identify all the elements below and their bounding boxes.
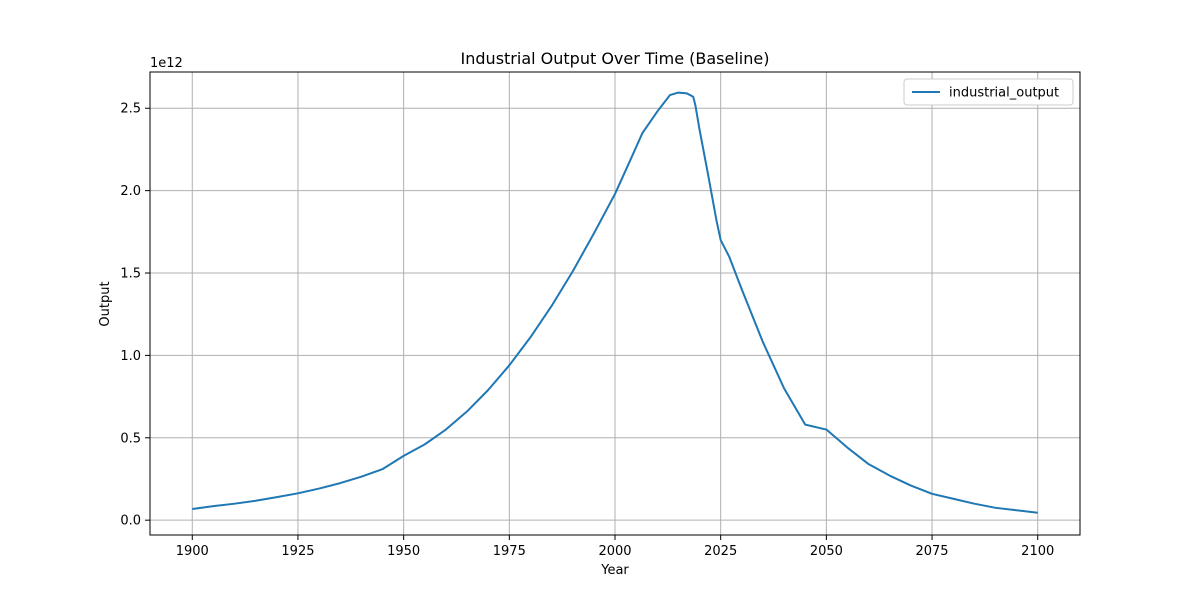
x-axis: 1900 1925 1950 1975 2000 2025 2050 2075 2100 [176, 535, 1054, 559]
x-tick-label: 1975 [493, 544, 526, 559]
x-axis-label: Year [600, 563, 629, 578]
y-tick-label: 0.5 [120, 431, 141, 446]
y-tick-label: 1.5 [120, 267, 141, 282]
series-line-industrial-output [192, 91, 1038, 514]
x-tick-label: 2075 [915, 544, 948, 559]
x-tick-label: 1900 [176, 544, 209, 559]
legend-box [903, 78, 1074, 106]
grid-lines [150, 72, 1080, 535]
legend-label-industrial-output: industrial_output [949, 86, 1059, 101]
x-tick-label: 1950 [387, 544, 420, 559]
y-offset-label: 1e12 [150, 56, 183, 71]
chart-title: Industrial Output Over Time (Baseline) [461, 49, 770, 68]
plot-series [192, 91, 1038, 514]
x-tick-label: 1925 [281, 544, 314, 559]
x-tick-label: 2100 [1021, 544, 1054, 559]
x-tick-label: 2000 [598, 544, 631, 559]
y-tick-label: 2.0 [120, 184, 141, 199]
y-tick-label: 2.5 [120, 102, 141, 117]
y-axis: 0.0 0.5 1.0 1.5 2.0 2.5 [120, 102, 150, 529]
legend: industrial_output [903, 78, 1074, 106]
x-tick-label: 2025 [704, 544, 737, 559]
y-axis-label: Output [98, 281, 113, 326]
y-tick-label: 0.0 [120, 514, 141, 529]
y-tick-label: 1.0 [120, 349, 141, 364]
x-tick-label: 2050 [810, 544, 843, 559]
